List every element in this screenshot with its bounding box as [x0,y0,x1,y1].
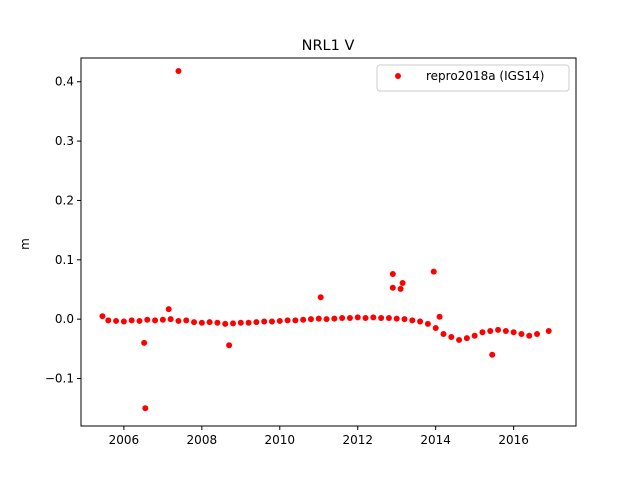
legend-marker [395,73,401,79]
data-point [191,319,198,326]
scatter-points [99,68,552,412]
data-point [389,271,396,278]
data-point [142,405,149,412]
data-point [424,320,431,327]
data-point [436,313,443,320]
data-point [175,317,182,324]
data-point [105,317,112,324]
data-point [128,317,135,324]
data-point [417,318,424,325]
data-point [378,314,385,321]
data-point [495,326,502,333]
data-point [534,331,541,337]
data-point [144,316,151,323]
data-point [479,329,486,336]
data-point [152,317,159,324]
data-point [292,317,299,324]
data-point [165,306,172,313]
data-point [409,317,416,324]
data-point [399,279,406,286]
x-tick-label: 2012 [342,433,373,447]
y-tick-label: 0.0 [55,312,74,326]
y-tick-label: 0.2 [55,193,74,207]
data-point [268,318,275,325]
data-point [307,316,314,323]
data-point [206,319,213,326]
x-tick-label: 2006 [109,433,140,447]
data-point [502,328,509,335]
data-point [253,319,260,326]
data-point [401,316,408,323]
data-point [317,294,324,301]
data-point [440,331,447,337]
legend-entry-label: repro2018a (IGS14) [426,69,544,83]
data-point [393,315,400,322]
data-point [487,328,494,335]
data-point [226,342,233,349]
data-point [354,314,361,321]
data-point [300,316,307,323]
data-point [237,319,244,326]
data-point [284,317,291,324]
data-point [370,314,377,321]
chart-title: NRL1 V [302,38,355,54]
data-point [136,317,143,324]
data-point [385,314,392,321]
data-point [159,316,166,323]
data-point [397,285,404,292]
legend-box [376,64,570,92]
data-point [261,318,268,325]
data-point [245,319,252,326]
data-point [141,339,148,346]
data-point [489,351,496,358]
x-tick-label: 2010 [265,433,296,447]
data-point [471,332,478,339]
y-axis-ticks: −0.1 0.0 0.1 0.2 0.3 0.4 [45,75,81,386]
data-point [120,318,127,325]
data-point [346,314,353,321]
data-point [430,268,437,275]
data-point [222,320,229,327]
data-point [362,314,369,321]
data-point [276,317,283,324]
data-point [198,319,205,326]
plot-frame [80,57,577,427]
data-point [456,336,463,343]
data-point [230,320,237,327]
data-point [510,329,517,336]
data-point [113,317,120,324]
data-point [99,313,106,320]
data-point [183,317,190,324]
data-point [518,331,525,337]
data-point [331,315,338,322]
y-tick-label: −0.1 [45,372,74,386]
data-point [432,325,439,332]
x-tick-label: 2016 [498,433,529,447]
data-point [323,316,330,323]
legend: repro2018a (IGS14) [376,64,570,92]
y-tick-label: 0.1 [55,253,74,267]
x-axis-ticks: 2006 2008 2010 2012 2014 2016 [109,426,529,447]
x-tick-label: 2008 [187,433,218,447]
y-tick-label: 0.3 [55,134,74,148]
data-point [526,332,533,339]
data-point [389,284,396,291]
data-point [175,68,182,75]
data-point [167,316,174,323]
data-point [463,335,470,342]
data-point [448,333,455,340]
data-point [214,319,221,326]
data-point [339,314,346,321]
x-tick-label: 2014 [420,433,451,447]
data-point [315,315,322,322]
y-tick-label: 0.4 [55,75,74,89]
data-point [545,328,552,335]
y-axis-label: m [18,238,32,250]
